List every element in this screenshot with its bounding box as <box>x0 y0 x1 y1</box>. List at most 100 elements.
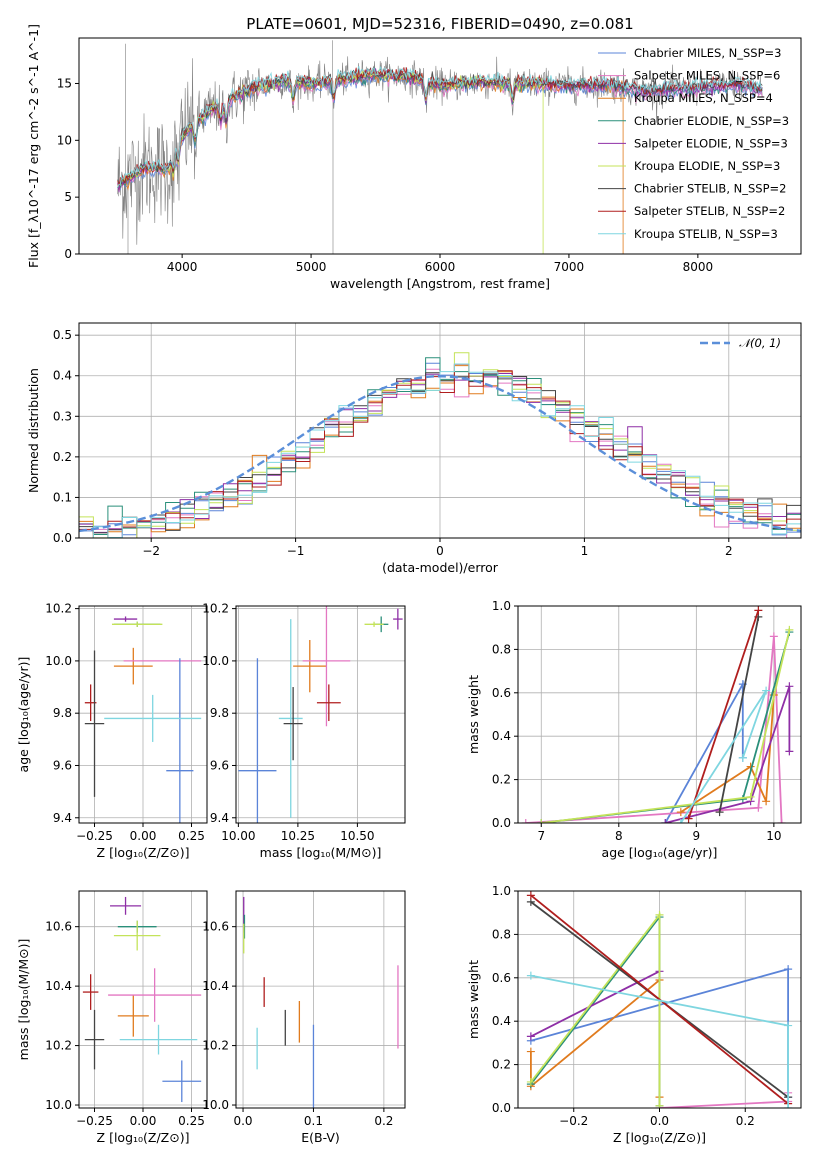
age_vs_Z-ylabel: age [log₁₀(age/yr)] <box>16 657 31 773</box>
legend-entry: Salpeter STELIB, N_SSP=2 <box>634 204 785 218</box>
mass_weight_vs_age-ytick-label: 0.6 <box>492 686 511 700</box>
errorbar-kroupa-miles <box>293 639 327 693</box>
series-marker <box>762 797 771 806</box>
mass_vs_EBV-xlabel: E(B-V) <box>301 1130 340 1145</box>
mass_weight_vs_age-frame <box>517 605 802 824</box>
mass_weight_vs_age-marks <box>521 606 794 823</box>
mass_weight_vs_Z-xlabel: Z [log₁₀(Z/Z⊙)] <box>613 1130 706 1145</box>
series-line <box>687 610 760 819</box>
errorbar-chabrier-miles <box>162 1060 202 1103</box>
age_vs_Z-frame <box>78 605 208 824</box>
residuals-panel: −2 −1 0 1 2 0.0 0.1 0.2 0.3 0.4 0.5 (data-model)/er… <box>26 322 802 575</box>
mass_vs_Z-xtick-label: −0.25 <box>76 1114 113 1128</box>
spectrum-frame <box>78 37 802 255</box>
series-marker <box>526 1047 535 1056</box>
residuals-xtick-label: −1 <box>287 544 305 558</box>
errorbar-salpeter-elodie <box>113 616 138 622</box>
spectrum-ylabel: Flux [f_λ10^-17 erg cm^-2 s^-1 A^-1] <box>26 24 41 268</box>
age_vs_mass-panel: 10.00 10.25 10.50 9.4 9.6 9.8 10.0 10.2 mass [lo… <box>202 602 406 860</box>
errorbar-salpeter-miles <box>302 606 351 727</box>
age_vs_Z-xtick-label: −0.25 <box>76 829 113 843</box>
mass-weight-series-kroupa-elodie <box>537 625 794 823</box>
age_vs_mass-ytick-label: 9.6 <box>210 758 229 772</box>
spectrum-marks <box>117 40 763 254</box>
mass_weight_vs_age-ytick-label: 0.0 <box>492 816 511 830</box>
mass_vs_Z-xlabel: Z [log₁₀(Z/Z⊙)] <box>97 1130 190 1145</box>
series-marker <box>769 632 778 641</box>
mass_vs_EBV-ytick-label: 10.6 <box>202 920 229 934</box>
residuals-xtick-label: 0 <box>436 544 444 558</box>
series-line <box>680 694 775 813</box>
mass_vs_Z-ytick-label: 10.6 <box>45 920 72 934</box>
residuals-xtick-label: −2 <box>142 544 160 558</box>
errorbar-salpeter-elodie <box>393 608 403 630</box>
series-marker <box>746 792 755 801</box>
histogram-salpeter-miles <box>79 368 801 538</box>
series-marker <box>784 1104 793 1108</box>
residuals-xtick-label: 1 <box>581 544 589 558</box>
residuals-xlabel: (data-model)/error <box>382 560 499 575</box>
age_vs_Z-ytick-label: 10.0 <box>45 654 72 668</box>
mass_vs_EBV-ytick-label: 10.2 <box>202 1039 229 1053</box>
residuals-ytick-label: 0.0 <box>53 531 72 545</box>
series-marker <box>762 686 771 695</box>
mass-weight-series-kroupa-stelib <box>676 686 771 823</box>
errorbar-chabrier-stelib <box>84 1009 105 1070</box>
residuals-marks <box>79 352 801 538</box>
legend-entry: Kroupa ELODIE, N_SSP=3 <box>634 159 780 173</box>
series-line <box>665 686 791 823</box>
series-marker <box>676 819 685 823</box>
errorbar-kroupa-stelib <box>278 619 303 818</box>
mass_weight_vs_age-xtick-label: 10 <box>766 829 781 843</box>
spectrum-xtick-label: 6000 <box>425 260 456 274</box>
mass-weight-series-salpeter-elodie <box>661 682 794 823</box>
mass_vs_Z-ytick-label: 10.4 <box>45 979 72 993</box>
mass-weight-series-salpeter-miles <box>521 632 786 823</box>
model-line-kroupa-stelib <box>117 65 763 188</box>
errorbar-kroupa-elodie <box>111 621 163 627</box>
mass_vs_Z-marks <box>82 896 202 1103</box>
mass_weight_vs_Z-ytick-label: 0.2 <box>492 1058 511 1072</box>
mass_weight_vs_Z-ytick-label: 1.0 <box>492 884 511 898</box>
spectrum-xtick-label: 4000 <box>167 260 198 274</box>
mass_vs_EBV-xtick-label: 0.1 <box>304 1114 323 1128</box>
series-line <box>718 616 760 813</box>
errorbar-salpeter-elodie <box>110 896 142 915</box>
age_vs_mass-ytick-label: 9.4 <box>210 811 229 825</box>
mass_weight_vs_Z-ytick-label: 0.4 <box>492 1014 511 1028</box>
series-marker <box>537 819 546 823</box>
errorbar-chabrier-miles <box>166 658 194 823</box>
mass_weight_vs_Z-xtick-label: 0.2 <box>736 1114 755 1128</box>
age_vs_Z-ytick-label: 9.8 <box>53 706 72 720</box>
mass_vs_Z-frame <box>78 890 208 1109</box>
spectrum-ytick-label: 0 <box>64 247 72 261</box>
mass_vs_Z-ytick-label: 10.2 <box>45 1039 72 1053</box>
mass_vs_EBV-xtick-label: 0.0 <box>233 1114 252 1128</box>
age_vs_Z-ytick-label: 9.4 <box>53 811 72 825</box>
mass_vs_EBV-plot-area <box>236 891 405 1108</box>
series-marker <box>526 1077 535 1086</box>
mass_vs_EBV-panel: 0.0 0.1 0.2 10.0 10.2 10.4 10.6 E(B-V) <box>202 890 406 1145</box>
errorbar-salpeter-stelib <box>82 974 99 1010</box>
series-marker <box>738 753 747 762</box>
mass_weight_vs_Z-ytick-label: 0.6 <box>492 971 511 985</box>
legend-entry: Salpeter MILES, N_SSP=6 <box>634 69 780 83</box>
mass_weight_vs_Z-frame <box>517 890 802 1109</box>
spectrum-xtick-label: 5000 <box>296 260 327 274</box>
mass_weight_vs_age-xtick-label: 7 <box>537 829 545 843</box>
residuals-ytick-label: 0.3 <box>53 409 72 423</box>
mass_weight_vs_age-ytick-label: 0.8 <box>492 642 511 656</box>
age_vs_Z-xtick-label: 0.25 <box>178 829 205 843</box>
mass_vs_EBV-xtick-label: 0.2 <box>374 1114 393 1128</box>
spectrum-ytick-label: 10 <box>57 133 72 147</box>
errorbar-chabrier-stelib <box>84 650 105 797</box>
series-marker <box>784 965 793 974</box>
series-marker <box>754 606 763 615</box>
errorbar-salpeter-stelib <box>316 684 341 722</box>
spectrum-panel: 4000 5000 6000 7000 8000 0 5 10 15 wavelength [An… <box>26 24 802 291</box>
series-marker <box>521 819 530 823</box>
series-marker <box>785 682 794 691</box>
errorbar-kroupa-miles <box>113 647 153 685</box>
series-line <box>530 894 789 1105</box>
